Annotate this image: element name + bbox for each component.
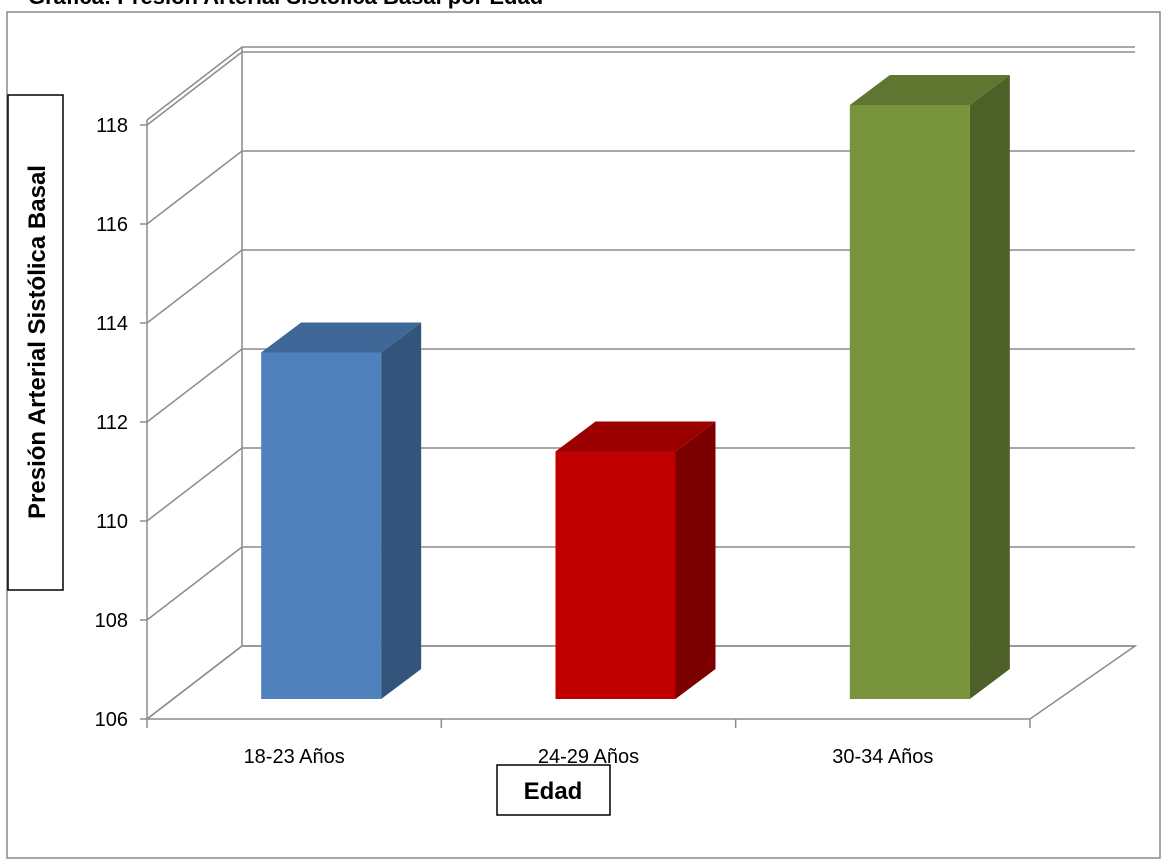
x-axis-categories: 18-23 Años 24-29 Años 30-34 Años (244, 746, 934, 768)
gridline-side (146, 150, 243, 225)
bar-side (969, 75, 1010, 699)
bar-front (849, 105, 970, 699)
x-category-label: 30-34 Años (832, 746, 933, 768)
bars (261, 75, 1010, 699)
y-axis-title-box: Presión Arterial Sistólica Basal (7, 94, 64, 591)
bar-top (261, 322, 422, 353)
x-axis-title-box: Edad (496, 764, 611, 816)
y-tick-label: 114 (96, 313, 128, 335)
gridline-side (146, 546, 243, 621)
bar-side (675, 421, 716, 699)
y-axis-title: Presión Arterial Sistólica Basal (24, 165, 51, 519)
gridline-side (146, 348, 243, 423)
chart-title: Gráfica: Presión Arterial Sistólica Basa… (28, 0, 543, 9)
y-tick-label: 108 (95, 610, 128, 632)
gridline-side (146, 46, 243, 121)
chart-frame (6, 11, 1161, 859)
bar-top (849, 75, 1010, 105)
y-tick-label: 116 (96, 214, 128, 236)
gridline-side (146, 447, 243, 522)
x-category-label: 24-29 Años (538, 746, 639, 768)
x-category-label: 18-23 Años (244, 746, 345, 768)
x-axis-title: Edad (524, 778, 583, 805)
y-axis-ticks: 106 108 110 112 114 116 118 (95, 115, 128, 731)
bar-front (261, 352, 382, 699)
y-tick-label: 112 (96, 412, 128, 434)
y-tick-label: 118 (96, 115, 128, 137)
bar (555, 421, 716, 699)
bar (261, 322, 422, 699)
bar (849, 75, 1010, 699)
y-tick-label: 110 (96, 511, 128, 533)
y-tick-label: 106 (95, 709, 128, 731)
bar-side (381, 322, 422, 699)
bar-top (555, 421, 716, 452)
gridline-side (146, 249, 243, 324)
bar-front (555, 451, 676, 699)
gridline-side (146, 51, 243, 126)
